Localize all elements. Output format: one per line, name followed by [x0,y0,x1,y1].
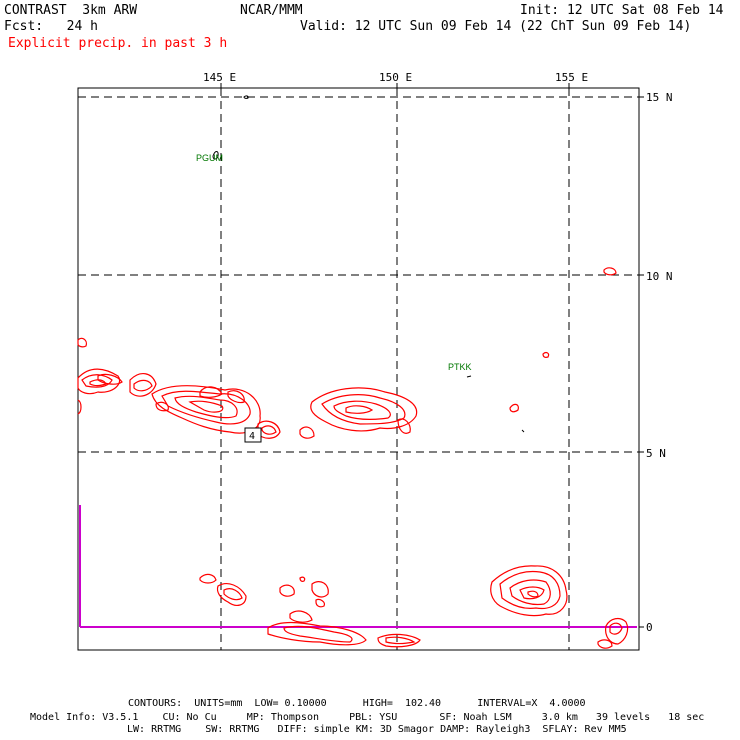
lon-label-145: 145 E [203,71,237,84]
contour-label: 4 [249,431,255,442]
domain-boundary [79,505,637,628]
axis-ticks [220,83,644,628]
lon-label-150: 150 E [379,71,413,84]
lat-label-10n: 10 N [646,270,673,283]
model-title: CONTRAST 3km ARW [4,3,138,18]
contour-info: CONTOURS: UNITS=mm LOW= 0.10000 HIGH= 10… [128,698,586,709]
lat-label-0: 0 [646,621,653,634]
field-title: Explicit precip. in past 3 h [8,36,228,51]
model-info-line-2: LW: RRTMG SW: RRTMG DIFF: simple KM: 3D … [127,724,627,735]
station-ptkk: PTKK [448,362,472,372]
forecast-hour: Fcst: 24 h [4,19,98,34]
contour-label-box [244,427,262,443]
lat-lon-grid [78,88,639,650]
station-pgum: PGUM [196,153,223,163]
map-frame [77,87,640,651]
lat-label-5n: 5 N [646,447,666,460]
model-info-line-1: Model Info: V3.5.1 CU: No Cu MP: Thompso… [30,712,705,723]
init-time: Init: 12 UTC Sat 08 Feb 14 [520,3,724,18]
coastlines [212,95,525,433]
lon-label-155: 155 E [555,71,589,84]
valid-time: Valid: 12 UTC Sun 09 Feb 14 (22 ChT Sun … [300,19,692,34]
precip-contours [77,267,629,649]
organization: NCAR/MMM [240,3,303,18]
lat-label-15n: 15 N [646,91,673,104]
